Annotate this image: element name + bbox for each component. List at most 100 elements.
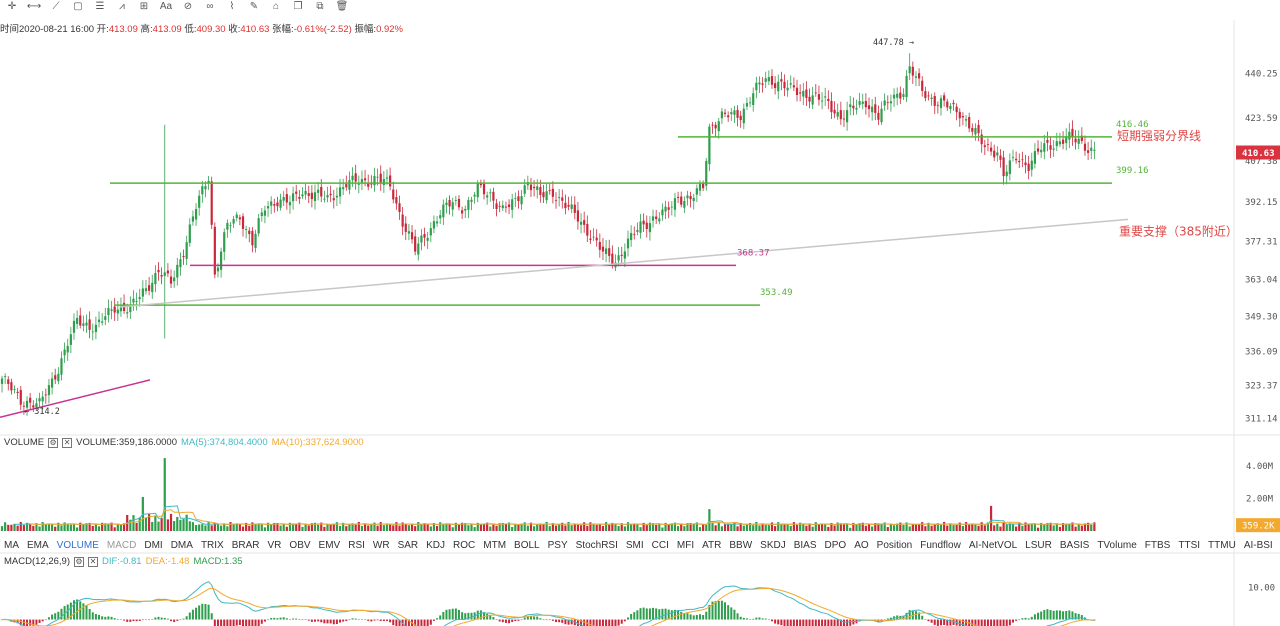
ruler-icon[interactable]: ⌇ bbox=[229, 1, 235, 12]
indicator-tab-boll[interactable]: BOLL bbox=[514, 540, 540, 551]
indicator-tab-cci[interactable]: CCI bbox=[651, 540, 669, 551]
crosshair-icon[interactable]: ✛ bbox=[7, 1, 17, 12]
macd-histogram-bar bbox=[85, 605, 88, 620]
layers-icon[interactable]: ⧉ bbox=[316, 1, 324, 12]
indicator-tab-atr[interactable]: ATR bbox=[702, 540, 722, 551]
indicator-tab-trix[interactable]: TRIX bbox=[200, 540, 224, 551]
indicator-tab-mfi[interactable]: MFI bbox=[676, 540, 695, 551]
price-tick-label: 377.31 bbox=[1245, 238, 1278, 248]
volume-bar bbox=[764, 525, 767, 531]
indicator-tab-sar[interactable]: SAR bbox=[397, 540, 419, 551]
macd-histogram-bar bbox=[385, 619, 388, 621]
indicator-tab-ttmu[interactable]: TTMU bbox=[1208, 540, 1236, 551]
delete-icon[interactable]: 🗑 bbox=[335, 1, 349, 12]
volume-bar bbox=[135, 522, 138, 531]
indicator-tab-obv[interactable]: OBV bbox=[289, 540, 311, 551]
close-icon[interactable]: ✕ bbox=[88, 556, 98, 567]
candle-body bbox=[1030, 160, 1033, 170]
rectangle-icon[interactable]: ▢ bbox=[73, 1, 83, 12]
volume-bar bbox=[727, 523, 730, 531]
indicator-tab-bbw[interactable]: BBW bbox=[729, 540, 753, 551]
candle-body bbox=[1008, 160, 1011, 174]
candle-body bbox=[739, 115, 742, 121]
indicator-tab-ftbs[interactable]: FTBS bbox=[1144, 540, 1171, 551]
indicator-tab-skdj[interactable]: SKDJ bbox=[760, 540, 786, 551]
indicator-tab-psy[interactable]: PSY bbox=[547, 540, 568, 551]
indicator-tab-wr[interactable]: WR bbox=[372, 540, 390, 551]
indicator-tab-vr[interactable]: VR bbox=[267, 540, 282, 551]
indicator-tab-position[interactable]: Position bbox=[876, 540, 913, 551]
indicator-tab-dpo[interactable]: DPO bbox=[824, 540, 847, 551]
volume-bar bbox=[630, 523, 633, 531]
indicator-tab-dmi[interactable]: DMI bbox=[144, 540, 163, 551]
volume-bar bbox=[633, 523, 636, 531]
indicator-tab-ai-bsi[interactable]: AI-BSI bbox=[1243, 540, 1273, 551]
volume-bar bbox=[1008, 523, 1011, 531]
candle-body bbox=[792, 85, 795, 88]
volume-bar bbox=[961, 525, 965, 531]
macd-histogram-bar bbox=[745, 618, 748, 620]
indicator-tab-mtm[interactable]: MTM bbox=[483, 540, 507, 551]
close-icon[interactable]: ✕ bbox=[62, 437, 73, 448]
volume-bar bbox=[1027, 523, 1030, 531]
indicator-tab-kdj[interactable]: KDJ bbox=[426, 540, 446, 551]
volume-bar bbox=[317, 524, 320, 531]
indicator-tab-tvolume[interactable]: TVolume bbox=[1097, 540, 1137, 551]
trend-line-icon[interactable]: ⟋ bbox=[52, 1, 60, 12]
indicator-tab-ma[interactable]: MA bbox=[4, 540, 19, 551]
settings-icon[interactable]: ⚙ bbox=[48, 437, 59, 448]
indicator-tab-brar[interactable]: BRAR bbox=[231, 540, 260, 551]
candle-body bbox=[808, 96, 811, 102]
indicator-tab-lsur[interactable]: LSUR bbox=[1025, 540, 1052, 551]
grid-icon[interactable]: ⊞ bbox=[139, 1, 149, 12]
candle-body bbox=[711, 124, 714, 126]
indicator-tab-ttsi[interactable]: TTSI bbox=[1178, 540, 1201, 551]
settings-icon[interactable]: ⚙ bbox=[74, 556, 84, 567]
volume-bar bbox=[288, 522, 292, 531]
indicator-tab-dma[interactable]: DMA bbox=[170, 540, 193, 551]
volume-bar bbox=[119, 525, 123, 531]
macd-histogram-bar bbox=[592, 619, 595, 626]
volume-bar bbox=[658, 523, 661, 531]
copy-icon[interactable]: ❐ bbox=[293, 1, 303, 12]
eraser-icon[interactable]: ⊘ bbox=[183, 1, 193, 12]
wave-icon[interactable]: ⩘ bbox=[119, 1, 125, 12]
candle-body bbox=[608, 248, 611, 256]
macd-histogram-bar bbox=[1015, 619, 1018, 621]
volume-bar bbox=[392, 525, 395, 531]
lock-icon[interactable]: ⌂ bbox=[272, 1, 280, 12]
indicator-tab-stochrsi[interactable]: StochRSI bbox=[575, 540, 618, 551]
volume-bar bbox=[232, 524, 235, 531]
indicator-tab-roc[interactable]: ROC bbox=[453, 540, 476, 551]
indicator-tab-fundflow[interactable]: Fundflow bbox=[920, 540, 961, 551]
volume-bar bbox=[251, 522, 254, 531]
macd-histogram-bar bbox=[817, 619, 820, 626]
indicator-tab-rsi[interactable]: RSI bbox=[348, 540, 365, 551]
indicator-tab-ao[interactable]: AO bbox=[854, 540, 869, 551]
candle-body bbox=[126, 312, 129, 314]
volume-bar bbox=[777, 522, 780, 531]
macd-histogram-bar bbox=[348, 619, 351, 621]
candle-body bbox=[79, 315, 82, 326]
volume-bar bbox=[514, 523, 517, 531]
indicator-tab-basis[interactable]: BASIS bbox=[1059, 540, 1090, 551]
indicator-tab-emv[interactable]: EMV bbox=[318, 540, 341, 551]
volume-bar bbox=[1036, 527, 1040, 531]
indicator-tab-ema[interactable]: EMA bbox=[27, 540, 49, 551]
indicator-tab-volume[interactable]: VOLUME bbox=[56, 540, 99, 551]
candle-body bbox=[207, 180, 210, 184]
text-icon[interactable]: Aa bbox=[159, 1, 173, 12]
macd-histogram-bar bbox=[764, 618, 767, 620]
volume-bar bbox=[235, 523, 238, 531]
fibonacci-icon[interactable]: ☰ bbox=[95, 1, 105, 12]
link-icon[interactable]: ∞ bbox=[206, 1, 214, 12]
pen-icon[interactable]: ✎ bbox=[249, 1, 259, 12]
indicator-tab-macd[interactable]: MACD bbox=[106, 540, 137, 551]
indicator-tab-ai-netvol[interactable]: AI-NetVOL bbox=[968, 540, 1018, 551]
indicator-tab-smi[interactable]: SMI bbox=[625, 540, 644, 551]
macd-histogram-bar bbox=[176, 619, 179, 621]
indicator-tab-bias[interactable]: BIAS bbox=[793, 540, 817, 551]
macd-histogram-bar bbox=[1008, 619, 1011, 626]
horizontal-line-icon[interactable]: ⟷ bbox=[26, 1, 42, 12]
